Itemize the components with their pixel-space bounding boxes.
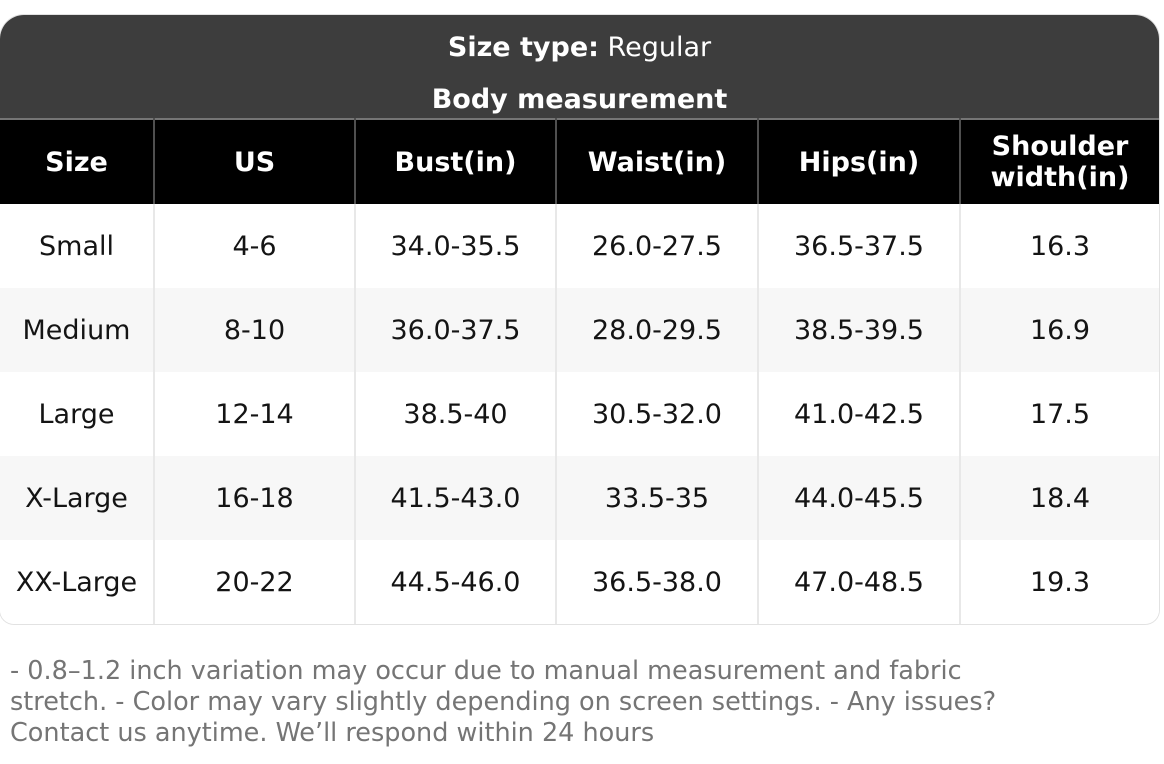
table-cell: 26.0-27.5 (556, 204, 759, 288)
column-header-shoulder-width: Shoulder width(in) (960, 118, 1159, 204)
table-cell: 41.5-43.0 (355, 456, 557, 540)
table-cell: 19.3 (960, 540, 1159, 624)
disclaimer-line: - 0.8–1.2 inch variation may occur due t… (10, 656, 962, 686)
table-cell: 30.5-32.0 (556, 372, 759, 456)
table-row: X-Large 16-18 41.5-43.0 33.5-35 44.0-45.… (0, 456, 1159, 540)
size-chart-card: Size type: Regular Body measurement Size… (0, 15, 1159, 624)
table-cell: Small (0, 204, 155, 288)
table-cell: 17.5 (960, 372, 1159, 456)
table-cell: 4-6 (154, 204, 356, 288)
table-cell: 28.0-29.5 (556, 288, 759, 372)
disclaimer-line: stretch. - Color may vary slightly depen… (10, 687, 997, 717)
body-measurement-title: Body measurement (431, 84, 728, 115)
table-row: Small 4-6 34.0-35.5 26.0-27.5 36.5-37.5 … (0, 204, 1159, 288)
table-cell: 16.3 (960, 204, 1159, 288)
table-cell: 8-10 (154, 288, 356, 372)
table-cell: 36.0-37.5 (355, 288, 557, 372)
table-cell: Large (0, 372, 155, 456)
table-row: XX-Large 20-22 44.5-46.0 36.5-38.0 47.0-… (0, 540, 1159, 624)
size-type-line: Size type: Regular (0, 22, 1159, 74)
table-header-row: Size US Bust(in) Waist(in) Hips(in) Shou… (0, 118, 1159, 204)
table-cell: 36.5-38.0 (556, 540, 759, 624)
table-cell: 41.0-42.5 (758, 372, 961, 456)
table-row: Medium 8-10 36.0-37.5 28.0-29.5 38.5-39.… (0, 288, 1159, 372)
table-cell: Medium (0, 288, 155, 372)
size-table: Size US Bust(in) Waist(in) Hips(in) Shou… (0, 118, 1159, 624)
size-type-label: Size type: (447, 32, 599, 63)
table-row: Large 12-14 38.5-40 30.5-32.0 41.0-42.5 … (0, 372, 1159, 456)
card-header: Size type: Regular Body measurement (0, 15, 1159, 118)
table-cell: 44.5-46.0 (355, 540, 557, 624)
table-cell: 38.5-39.5 (758, 288, 961, 372)
column-header-us: US (154, 118, 356, 204)
column-header-bust: Bust(in) (355, 118, 557, 204)
table-cell: 16-18 (154, 456, 356, 540)
disclaimer-line: Contact us anytime. We’ll respond within… (10, 718, 655, 748)
table-cell: X-Large (0, 456, 155, 540)
table-cell: 33.5-35 (556, 456, 759, 540)
column-header-size: Size (0, 118, 155, 204)
table-cell: 38.5-40 (355, 372, 557, 456)
column-header-hips: Hips(in) (758, 118, 961, 204)
size-type-value: Regular (607, 32, 712, 63)
table-cell: 44.0-45.5 (758, 456, 961, 540)
table-cell: 20-22 (154, 540, 356, 624)
table-cell: 47.0-48.5 (758, 540, 961, 624)
measurement-disclaimer: - 0.8–1.2 inch variation may occur due t… (10, 656, 1130, 749)
table-cell: XX-Large (0, 540, 155, 624)
table-cell: 18.4 (960, 456, 1159, 540)
column-header-waist: Waist(in) (556, 118, 759, 204)
table-cell: 36.5-37.5 (758, 204, 961, 288)
table-cell: 16.9 (960, 288, 1159, 372)
table-cell: 12-14 (154, 372, 356, 456)
table-cell: 34.0-35.5 (355, 204, 557, 288)
